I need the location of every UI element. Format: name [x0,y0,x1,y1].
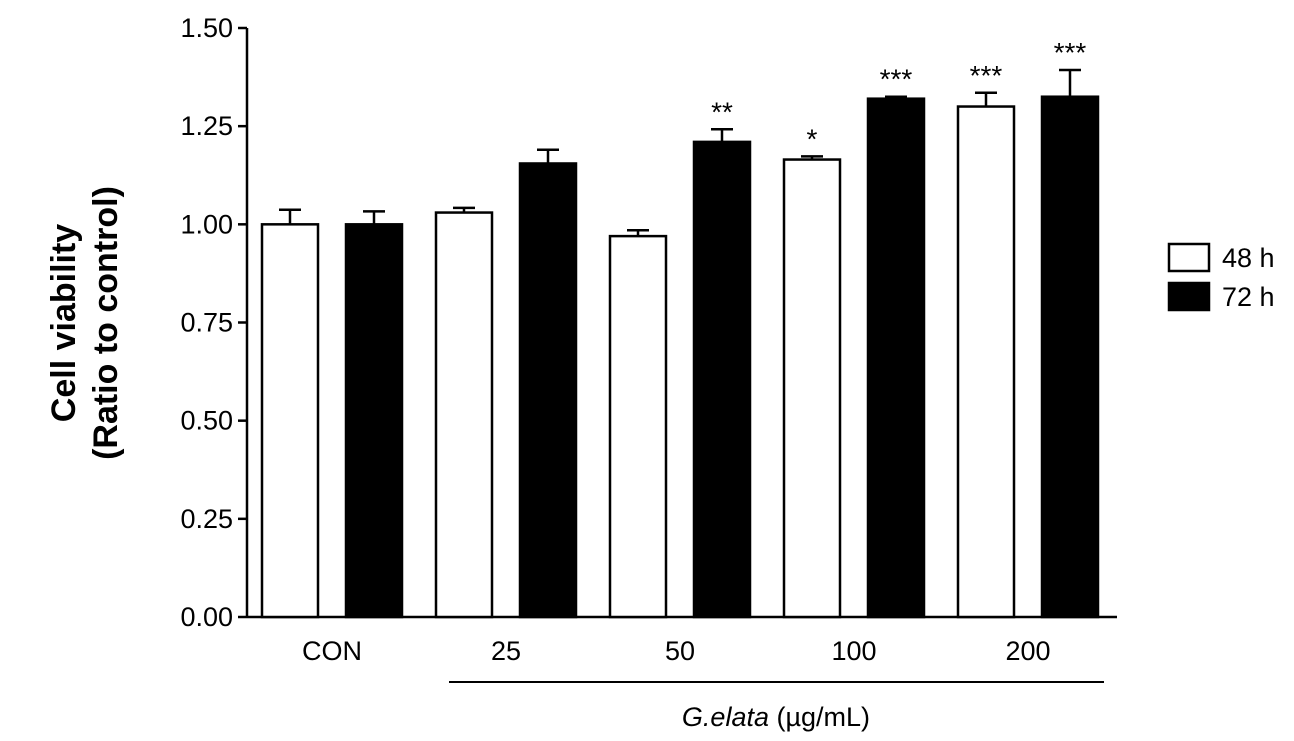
significance-marker: *** [880,64,913,95]
x-tick-label: CON [302,636,362,666]
y-tick-label: 1.50 [180,13,233,43]
x-tick-labels: CON 25 50 100 200 [302,636,1051,666]
y-tick-label: 1.25 [180,111,233,141]
bar [344,223,404,619]
bars: ****** ****** [260,37,1100,619]
legend-label: 72 h [1222,282,1275,312]
legend-swatch [1167,281,1211,312]
x-axis-title-unit: (µg/mL) [769,702,870,732]
x-axis-title: G.elata (µg/mL) [682,702,870,732]
y-axis-title-line2: (Ratio to control) [87,186,125,460]
y-axis-title: Cell viability (Ratio to control) [45,186,125,460]
x-tick-label: 200 [1005,636,1050,666]
legend-label: 48 h [1222,243,1275,273]
y-ticks: 0.00 0.25 0.50 0.75 1.00 1.25 1.50 [180,13,247,632]
x-tick-label: 100 [831,636,876,666]
x-tick-label: 50 [665,636,695,666]
bar [260,223,320,619]
x-tick-label: 25 [491,636,521,666]
legend: 48 h 72 h [1167,242,1275,312]
bar [608,234,668,619]
y-tick-label: 1.00 [180,209,233,239]
bar [518,162,578,619]
y-tick-label: 0.25 [180,504,233,534]
significance-marker: ** [711,96,733,127]
y-axis-title-line1: Cell viability [45,224,83,422]
legend-swatch [1167,242,1211,273]
bar [956,105,1016,619]
y-tick-label: 0.75 [180,308,233,338]
significance-marker: * [807,123,818,154]
bar [782,158,842,619]
significance-marker: *** [970,60,1003,91]
bar [434,211,494,619]
y-tick-label: 0.50 [180,406,233,436]
y-tick-label: 0.00 [180,602,233,632]
bar [692,140,752,619]
bar [866,97,926,619]
bar [1040,95,1100,619]
x-axis-title-italic: G.elata [682,702,769,732]
significance-marker: *** [1054,37,1087,68]
